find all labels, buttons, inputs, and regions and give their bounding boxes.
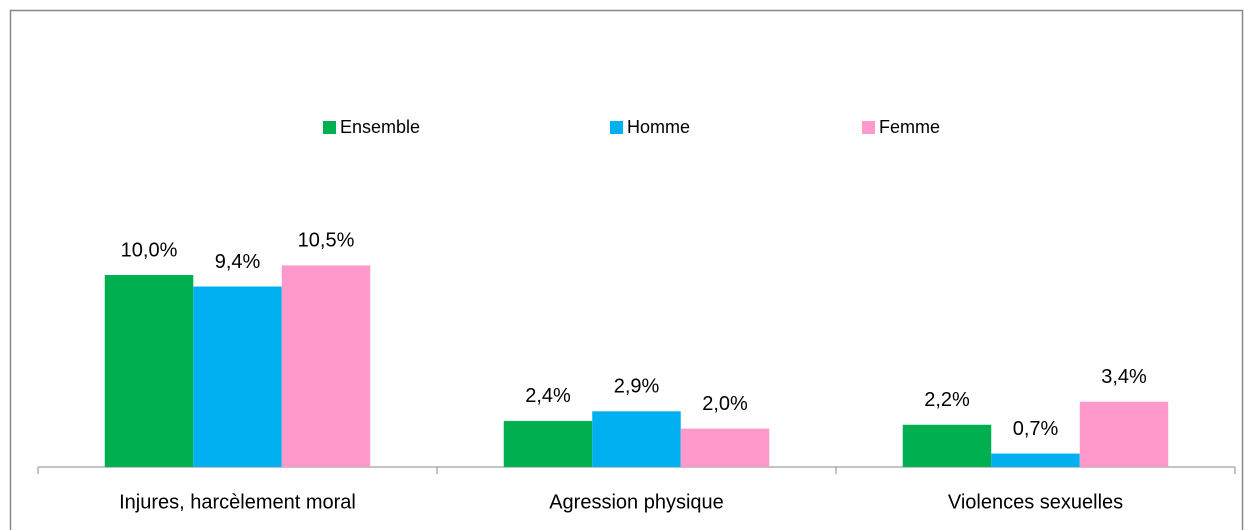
x-tick-label: Injures, harcèlement moral <box>119 491 356 513</box>
bar <box>902 424 992 467</box>
data-label: 2,2% <box>924 389 970 411</box>
bar <box>281 265 371 467</box>
legend-swatch <box>323 121 336 134</box>
legend-label: Femme <box>879 117 940 137</box>
data-label: 9,4% <box>215 251 261 273</box>
bar <box>680 428 770 467</box>
data-label: 2,9% <box>614 376 660 398</box>
data-label: 3,4% <box>1101 366 1147 388</box>
bar <box>1079 401 1169 467</box>
bar <box>503 420 593 467</box>
legend-label: Homme <box>627 117 690 137</box>
data-label: 10,5% <box>298 230 355 252</box>
bar <box>592 411 681 467</box>
legend-swatch <box>862 121 875 134</box>
bar <box>991 453 1080 467</box>
data-label: 0,7% <box>1013 418 1059 440</box>
x-tick-label: Agression physique <box>549 491 724 513</box>
bar <box>104 275 194 467</box>
x-tick-label: Violences sexuelles <box>948 491 1123 513</box>
legend-swatch <box>610 121 623 134</box>
data-label: 2,0% <box>702 393 748 415</box>
data-label: 2,4% <box>525 385 571 407</box>
bar <box>193 286 282 467</box>
data-label: 10,0% <box>121 239 178 261</box>
legend-label: Ensemble <box>340 117 420 137</box>
